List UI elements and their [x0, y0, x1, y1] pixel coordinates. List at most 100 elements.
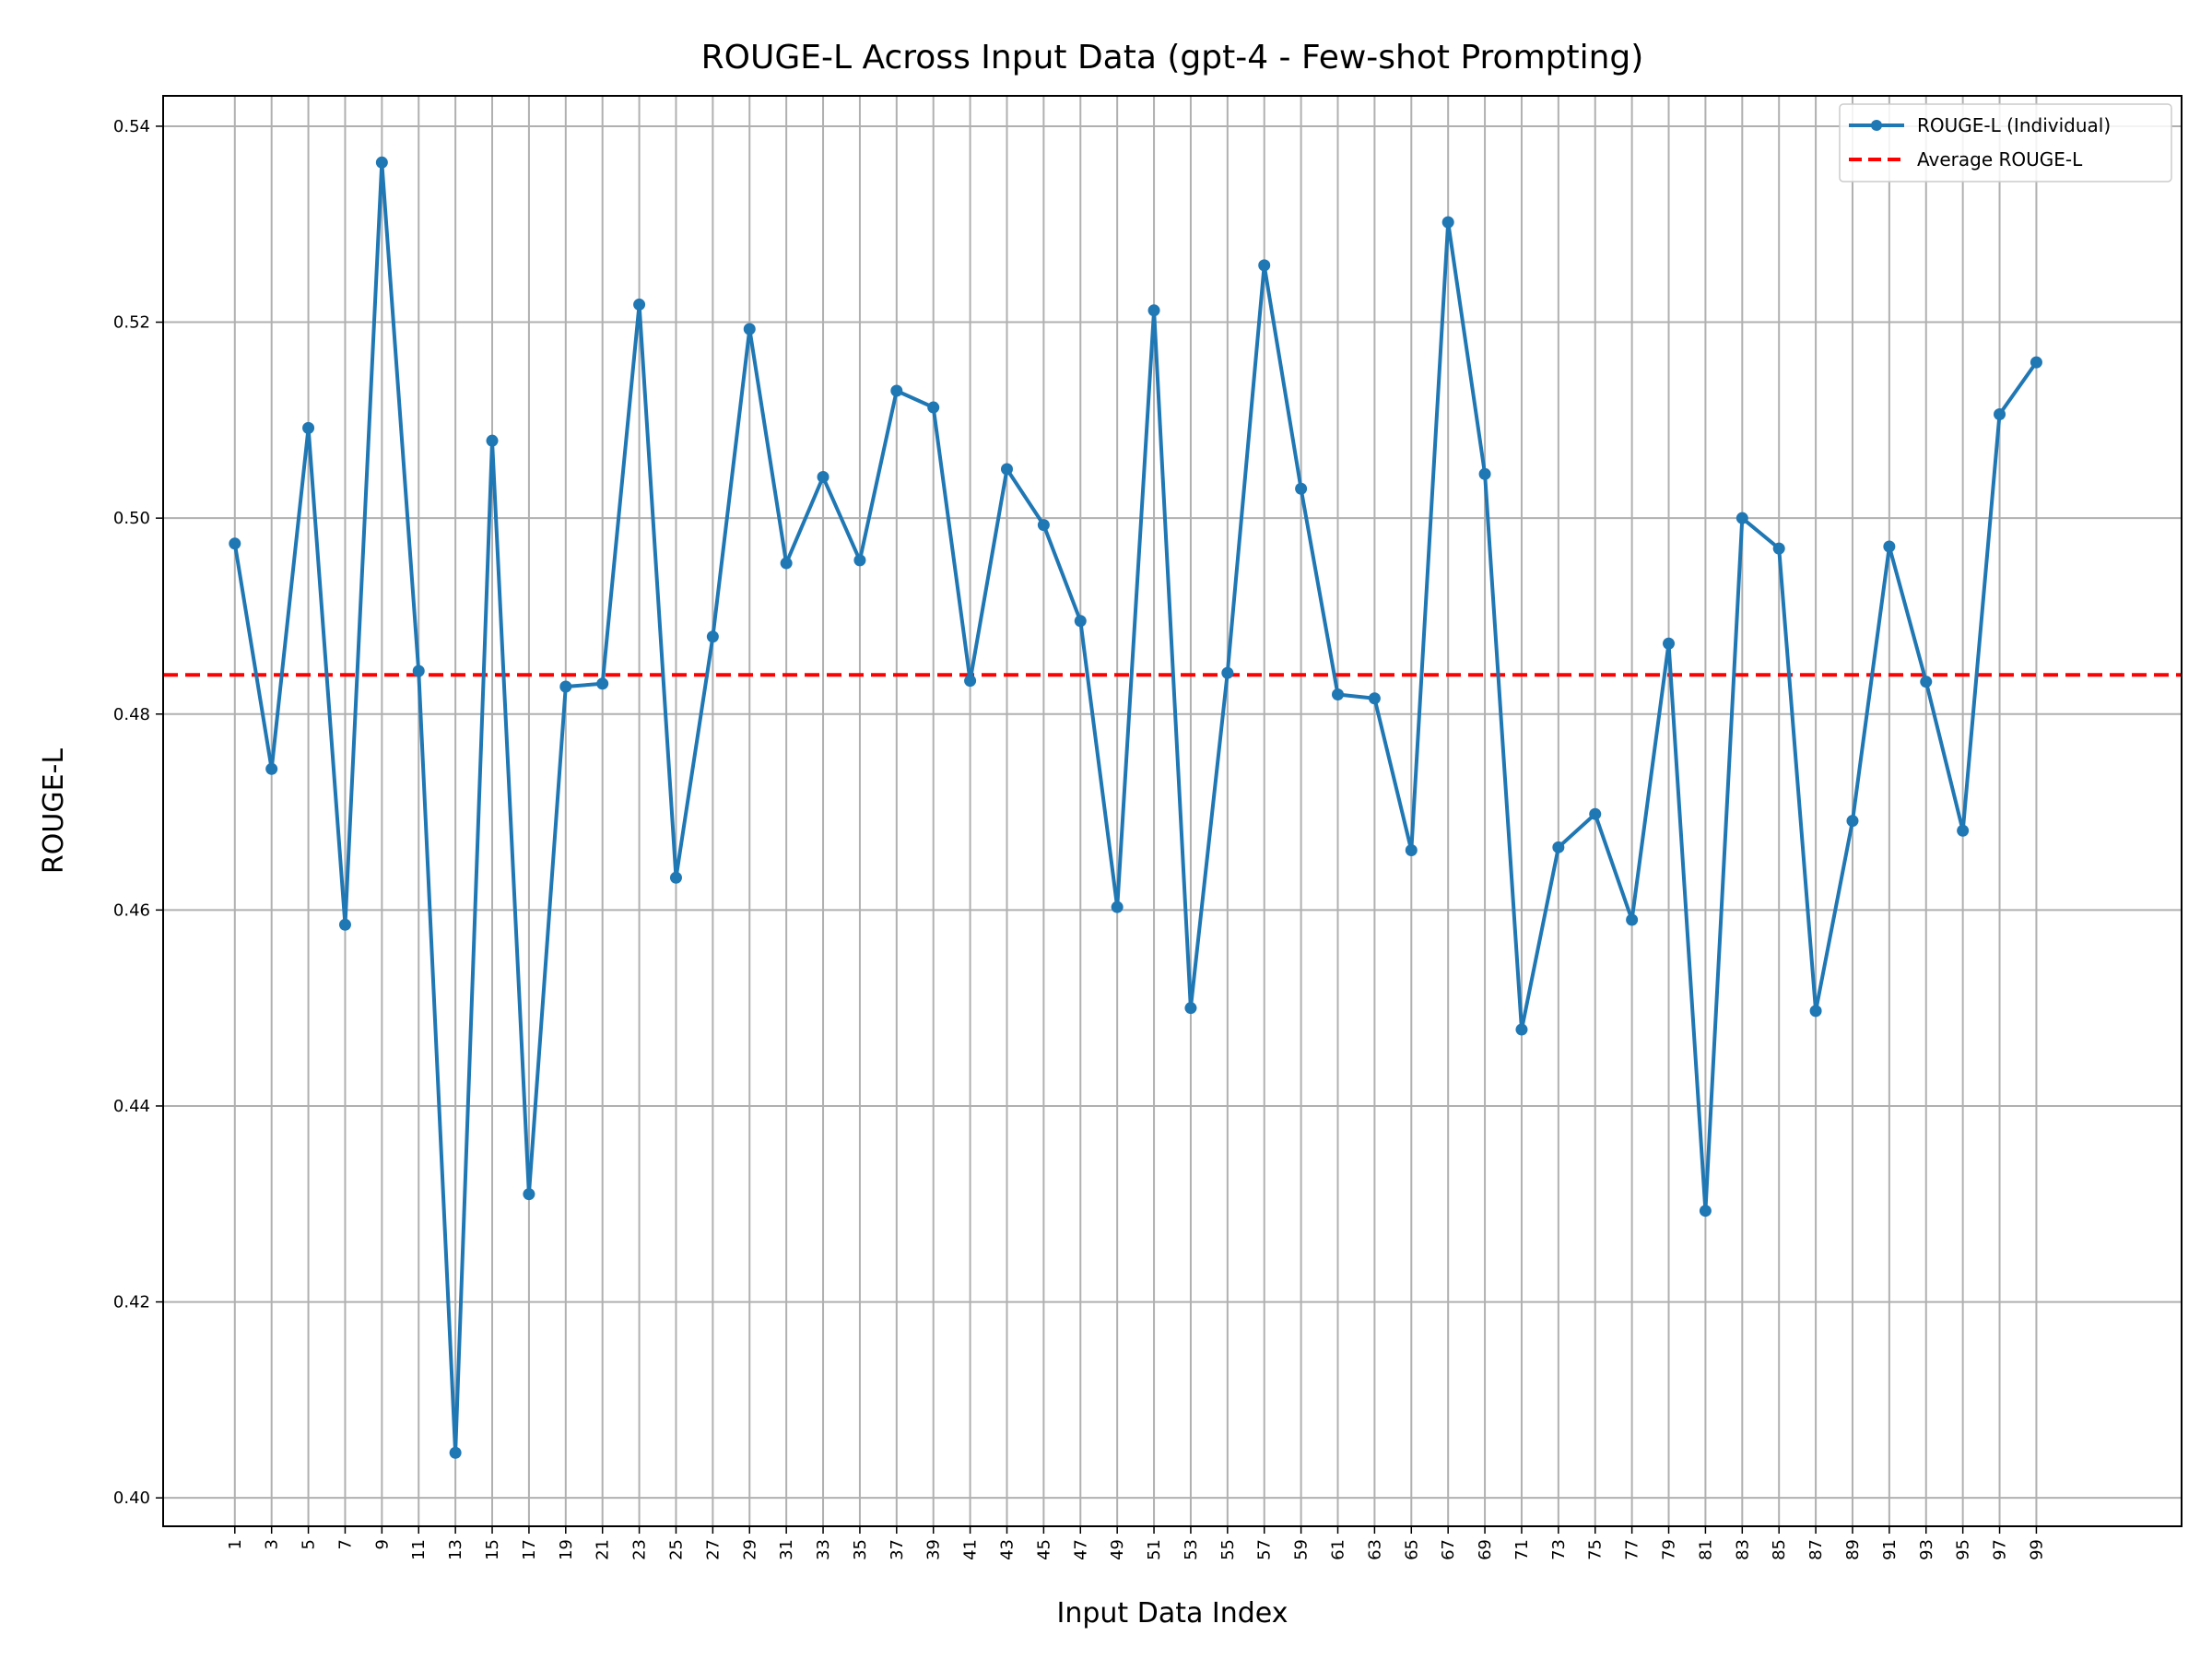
x-tick-label: 27: [703, 1539, 723, 1560]
data-point: [1478, 467, 1491, 480]
data-point: [927, 401, 940, 414]
data-point: [338, 918, 351, 931]
data-point: [1221, 666, 1234, 679]
x-tick-label: 19: [557, 1539, 576, 1560]
x-tick-label: 87: [1806, 1539, 1826, 1560]
y-tick-label: 0.44: [113, 1097, 150, 1116]
x-tick-label: 11: [409, 1539, 429, 1560]
data-point: [412, 665, 425, 677]
x-tick-label: 15: [483, 1539, 502, 1560]
data-point: [890, 384, 903, 397]
data-point: [1552, 841, 1565, 853]
data-point: [1368, 692, 1381, 705]
x-tick-label: 91: [1880, 1539, 1900, 1560]
x-tick-label: 93: [1917, 1539, 1936, 1560]
chart-title: ROUGE-L Across Input Data (gpt-4 - Few-s…: [701, 39, 1644, 76]
legend-label-individual: ROUGE-L (Individual): [1917, 114, 2111, 136]
x-tick-label: 71: [1512, 1539, 1532, 1560]
x-tick-label: 31: [777, 1539, 796, 1560]
data-point: [743, 323, 756, 335]
data-point: [1846, 815, 1859, 828]
data-point: [1037, 519, 1050, 532]
grid-lines: [163, 96, 2182, 1526]
data-point: [1772, 542, 1785, 555]
data-point: [1883, 540, 1896, 553]
data-point: [2030, 356, 2042, 369]
data-point: [853, 554, 866, 567]
x-tick-label: 21: [594, 1539, 613, 1560]
x-tick-label: 65: [1402, 1539, 1421, 1560]
x-axis-label: Input Data Index: [1057, 1597, 1288, 1630]
x-tick-label: 49: [1108, 1539, 1127, 1560]
y-axis-label: ROUGE-L: [38, 748, 70, 874]
data-point: [1295, 482, 1308, 495]
data-point: [1920, 676, 1933, 688]
legend: ROUGE-L (Individual) Average ROUGE-L: [1839, 103, 2172, 182]
data-point: [1147, 304, 1160, 317]
data-point: [1589, 807, 1602, 820]
data-point: [559, 680, 572, 693]
x-tick-label: 55: [1218, 1539, 1238, 1560]
x-tick-label: 61: [1329, 1539, 1348, 1560]
legend-box: [1839, 103, 2172, 182]
data-point: [1626, 913, 1639, 926]
x-tick-label: 41: [961, 1539, 981, 1560]
x-tick-label: 99: [2027, 1539, 2046, 1560]
x-tick-label: 5: [300, 1539, 319, 1549]
x-tick-label: 1: [226, 1539, 245, 1549]
x-tick-label: 35: [851, 1539, 870, 1560]
series-line-individual: [232, 160, 2039, 1455]
x-tick-label: 69: [1476, 1539, 1495, 1560]
x-tick-label: 39: [924, 1539, 944, 1560]
x-tick-label: 33: [814, 1539, 833, 1560]
x-tick-label: 67: [1439, 1539, 1458, 1560]
x-tick-label: 23: [630, 1539, 650, 1560]
x-tick-label: 63: [1365, 1539, 1384, 1560]
x-tick-label: 51: [1145, 1539, 1164, 1560]
y-tick-label: 0.40: [113, 1488, 150, 1508]
data-point: [1515, 1023, 1528, 1036]
x-tick-label: 95: [1954, 1539, 1973, 1560]
y-tick-label: 0.42: [113, 1293, 150, 1312]
series-layer: [229, 156, 2042, 1459]
data-point: [1332, 688, 1345, 701]
legend-marker-individual: [1871, 120, 1882, 131]
x-tick-label: 89: [1843, 1539, 1863, 1560]
x-tick-label: 25: [666, 1539, 686, 1560]
legend-label-average: Average ROUGE-L: [1917, 148, 2083, 171]
y-tick-label: 0.50: [113, 509, 150, 528]
data-point: [1000, 463, 1013, 476]
data-point: [1258, 259, 1271, 272]
data-point: [1994, 407, 2006, 420]
x-tick-label: 7: [335, 1539, 355, 1549]
x-tick-label: 59: [1292, 1539, 1312, 1560]
data-point: [1441, 216, 1454, 229]
x-tick-label: 85: [1770, 1539, 1789, 1560]
y-axis-ticks: 0.40 0.42 0.44 0.46 0.48 0.50 0.52 0.54: [113, 117, 163, 1508]
x-tick-label: 79: [1660, 1539, 1679, 1560]
x-tick-label: 73: [1549, 1539, 1569, 1560]
y-tick-label: 0.46: [113, 900, 150, 920]
data-point: [1111, 900, 1124, 913]
data-point: [1663, 637, 1676, 650]
data-point: [375, 156, 388, 169]
data-point: [596, 677, 609, 690]
data-point: [1809, 1005, 1822, 1018]
data-point: [302, 421, 315, 434]
data-point: [229, 537, 241, 550]
x-tick-label: 81: [1696, 1539, 1715, 1560]
data-point: [1074, 615, 1087, 628]
data-point: [523, 1188, 535, 1201]
x-tick-label: 37: [888, 1539, 907, 1560]
data-point: [449, 1446, 462, 1459]
x-tick-label: 53: [1182, 1539, 1201, 1560]
x-tick-label: 43: [997, 1539, 1017, 1560]
y-tick-label: 0.52: [113, 313, 150, 333]
data-point: [1735, 512, 1748, 524]
x-tick-label: 97: [1991, 1539, 2010, 1560]
x-tick-label: 57: [1255, 1539, 1275, 1560]
data-point: [633, 298, 646, 311]
x-tick-label: 75: [1586, 1539, 1606, 1560]
data-point: [669, 871, 682, 884]
